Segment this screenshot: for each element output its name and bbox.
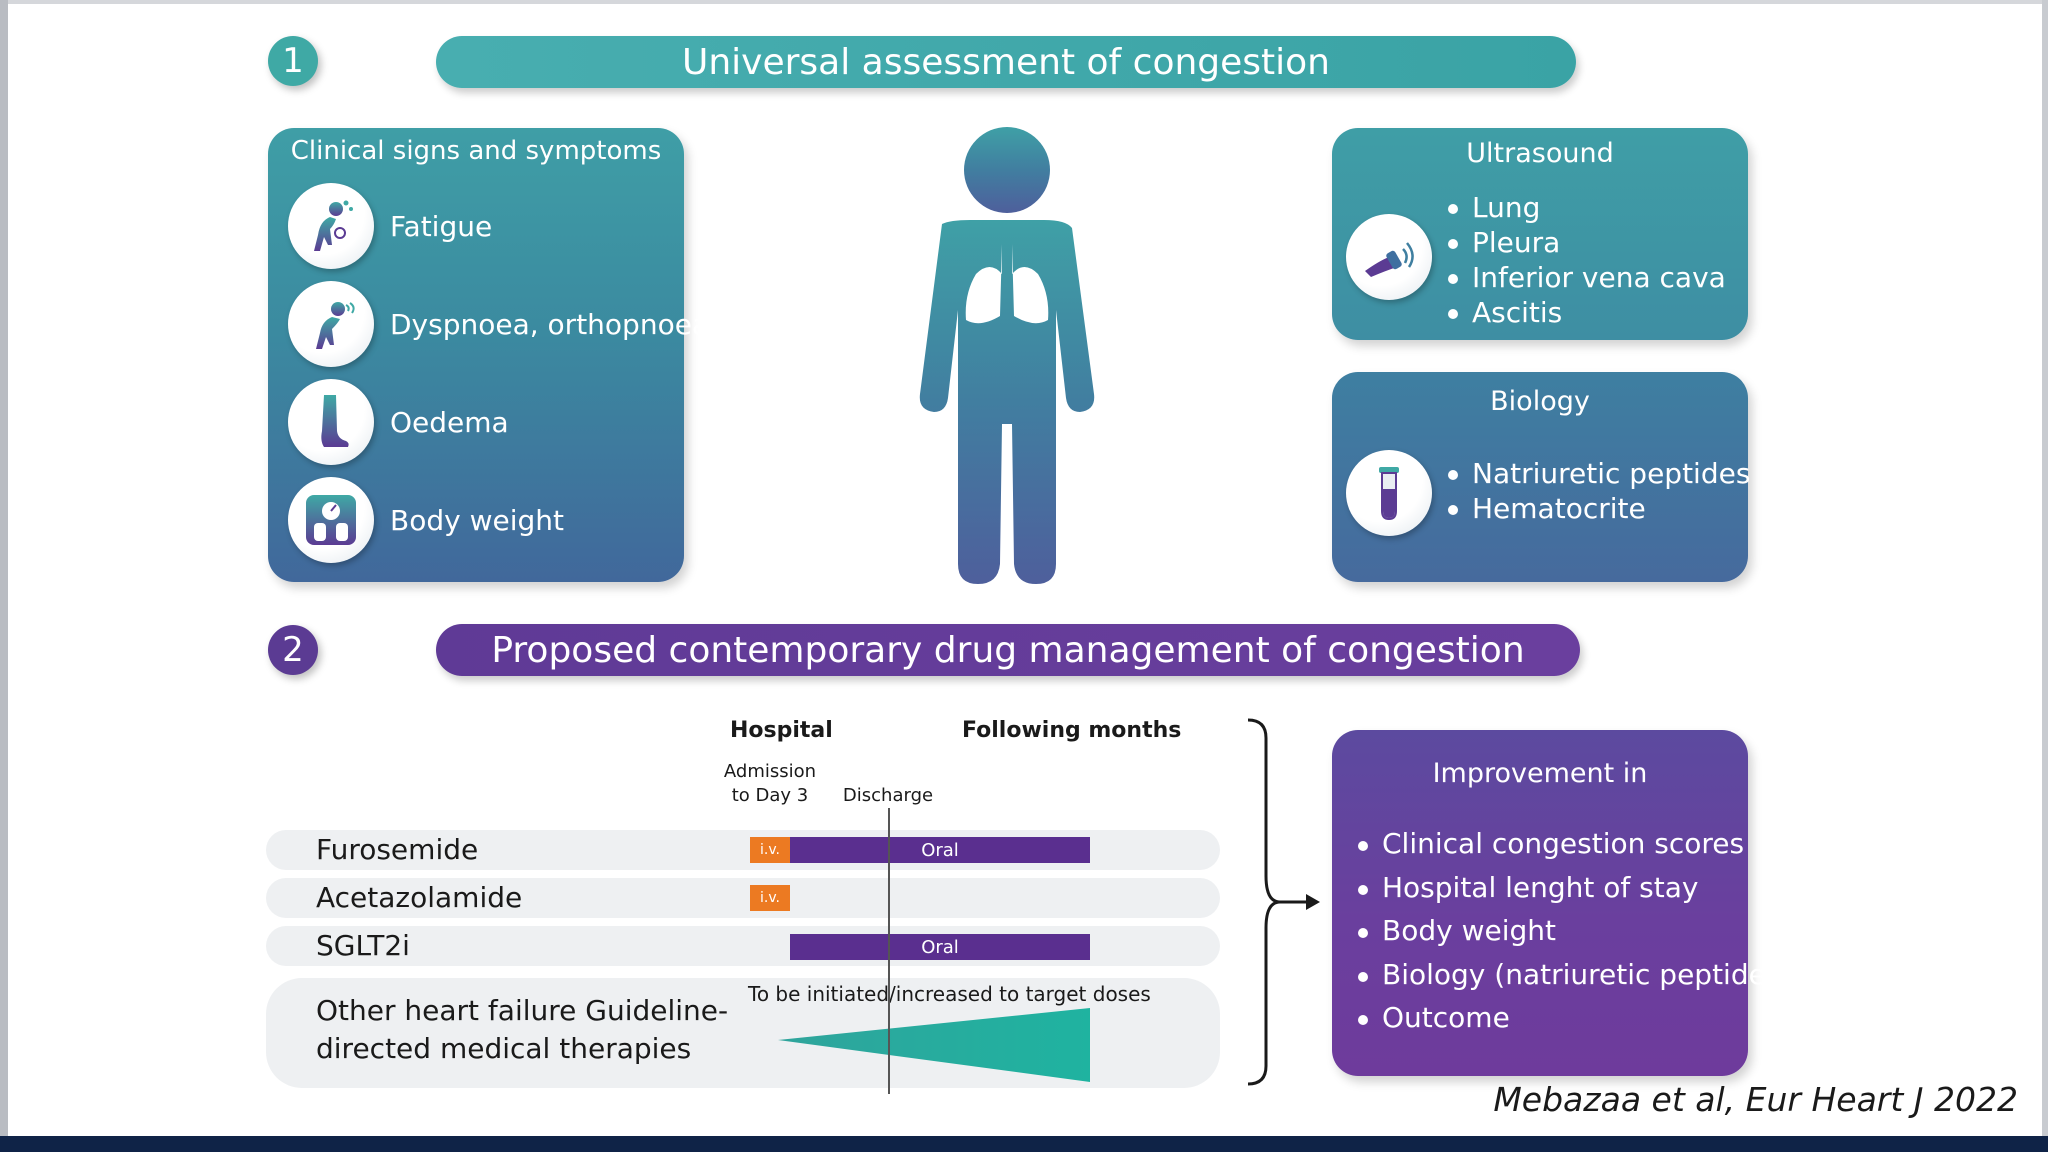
improvement-list: Clinical congestion scores Hospital leng… xyxy=(1356,822,1791,1040)
ultrasound-item: Pleura xyxy=(1446,225,1726,260)
ultrasound-item: Lung xyxy=(1446,190,1726,225)
fatigue-icon xyxy=(288,183,374,269)
symptom-row-fatigue: Fatigue xyxy=(288,182,492,270)
symptom-label: Body weight xyxy=(390,503,564,537)
gdmt-name: Other heart failure Guideline- directed … xyxy=(316,992,728,1068)
test-tube-icon xyxy=(1346,450,1432,536)
drug-row-furosemide: Furosemide xyxy=(266,830,1220,870)
clinical-signs-panel: Clinical signs and symptoms Fatigue xyxy=(268,128,709,582)
iv-bar-furosemide: i.v. xyxy=(750,837,790,863)
admission-label-line1: Admission xyxy=(723,761,817,782)
biology-title: Biology xyxy=(1490,386,1590,417)
human-body-lungs-icon xyxy=(919,127,1095,584)
biology-item: Hematocrite xyxy=(1446,491,1750,526)
drug-name: Acetazolamide xyxy=(316,881,523,914)
improvement-title: Improvement in xyxy=(1432,758,1648,789)
discharge-label: Discharge xyxy=(842,785,934,806)
symptom-label: Fatigue xyxy=(390,209,493,243)
brace-arrow xyxy=(1247,718,1320,1086)
symptom-row-body-weight: Body weight xyxy=(288,476,564,564)
iv-bar-acetazolamide: i.v. xyxy=(750,885,790,911)
symptom-label: Dyspnoea, orthopnoea xyxy=(390,307,710,341)
gdmt-name-line2: directed medical therapies xyxy=(316,1032,692,1065)
oral-bar-furosemide: Oral xyxy=(790,837,1090,863)
gdmt-dose-note: To be initiated/increased to target dose… xyxy=(748,982,1151,1006)
footer-bar xyxy=(0,1136,2048,1152)
discharge-divider-line xyxy=(888,808,890,1094)
section-1-title-banner: Universal assessment of congestion xyxy=(436,36,1576,88)
scale-icon xyxy=(288,477,374,563)
section-1-number: 1 xyxy=(268,36,318,86)
ultrasound-probe-icon xyxy=(1346,214,1432,300)
dyspnoea-icon xyxy=(288,281,374,367)
ultrasound-panel: Ultrasound Lung Pleura Inferior vena cav… xyxy=(1332,128,1748,340)
biology-list: Natriuretic peptides Hematocrite xyxy=(1446,456,1750,526)
drug-name: Furosemide xyxy=(316,833,479,866)
ultrasound-list: Lung Pleura Inferior vena cava Ascitis xyxy=(1446,190,1726,330)
dose-titration-wedge xyxy=(778,1008,1090,1082)
symptom-row-oedema: Oedema xyxy=(288,378,509,466)
gdmt-name-line1: Other heart failure Guideline- xyxy=(316,994,729,1027)
improvement-panel: Improvement in Clinical congestion score… xyxy=(1332,730,1791,1076)
window-top-edge xyxy=(0,0,2048,4)
window-right-edge xyxy=(2042,0,2048,1152)
improvement-item: Biology (natriuretic peptides) xyxy=(1356,953,1791,997)
biology-item: Natriuretic peptides xyxy=(1446,456,1750,491)
oedema-leg-icon xyxy=(288,379,374,465)
drug-row-acetazolamide: Acetazolamide xyxy=(266,878,1220,918)
clinical-signs-title: Clinical signs and symptoms xyxy=(290,136,662,166)
admission-label-line2: to Day 3 xyxy=(731,785,809,806)
biology-panel: Biology Natriuretic peptides Hematocrite xyxy=(1332,372,1750,582)
window-left-edge xyxy=(0,0,8,1152)
ultrasound-item: Inferior vena cava xyxy=(1446,260,1726,295)
symptom-row-dyspnoea: Dyspnoea, orthopnoea xyxy=(288,280,709,368)
oral-bar-sglt2i: Oral xyxy=(790,934,1090,960)
improvement-item: Body weight xyxy=(1356,909,1791,953)
symptom-label: Oedema xyxy=(390,405,509,439)
ultrasound-title: Ultrasound xyxy=(1466,138,1614,169)
improvement-item: Outcome xyxy=(1356,996,1791,1040)
hospital-column-header: Hospital xyxy=(730,718,833,743)
improvement-item: Clinical congestion scores xyxy=(1356,822,1791,866)
admission-label: Admission to Day 3 xyxy=(720,760,820,808)
improvement-item: Hospital lenght of stay xyxy=(1356,866,1791,910)
section-2-number: 2 xyxy=(268,625,318,675)
citation: Mebazaa et al, Eur Heart J 2022 xyxy=(1493,1080,2018,1119)
section-2-title-banner: Proposed contemporary drug management of… xyxy=(436,624,1580,676)
ultrasound-item: Ascitis xyxy=(1446,295,1726,330)
drug-name: SGLT2i xyxy=(316,929,410,962)
following-months-column-header: Following months xyxy=(962,718,1182,743)
